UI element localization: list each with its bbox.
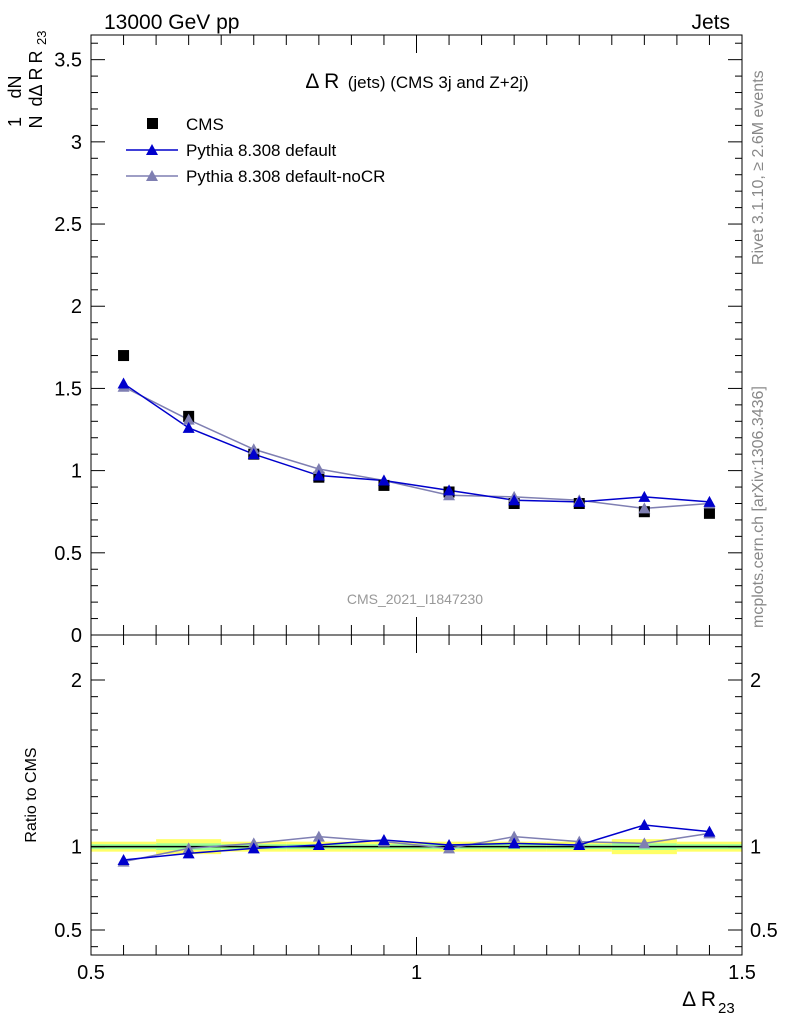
- ratio-point-pythia-nocr: [312, 830, 325, 842]
- main-point-pythia-default: [312, 469, 325, 481]
- main-point-pythia-default: [573, 495, 586, 507]
- legend-marker-cms: [147, 118, 158, 129]
- main-line-pythia-default: [123, 382, 710, 503]
- main-point-pythia-default: [117, 377, 130, 389]
- legend: CMS Pythia 8.308 default Pythia 8.308 de…: [126, 115, 385, 186]
- ratio-point-pythia-nocr: [638, 837, 651, 849]
- ylabel-sub: 23: [34, 31, 49, 45]
- x-axis-label: Δ R: [682, 988, 716, 1011]
- main-point-cms: [118, 350, 130, 362]
- main-data: [117, 350, 716, 519]
- ylabel-n: N: [26, 116, 46, 129]
- ratio-ytick-label-right: 2: [750, 670, 761, 692]
- ratio-point-pythia-default: [247, 842, 260, 854]
- main-point-pythia-nocr: [312, 462, 325, 474]
- ylabel-r: R: [26, 51, 46, 64]
- xlabel-main: Δ R: [682, 988, 716, 1011]
- ratio-point-pythia-default: [377, 834, 390, 845]
- ratio-point-pythia-default: [443, 839, 456, 850]
- ratio-frame: [90, 634, 743, 956]
- ratio-ytick-label: 0.5: [54, 920, 82, 942]
- ratio-ytick-label-right: 0.5: [750, 920, 778, 942]
- analysis-id: CMS_2021_I1847230: [347, 591, 483, 607]
- ratio-data: [117, 819, 716, 867]
- ratio-line-pythia-nocr: [123, 832, 710, 863]
- legend-label-default: Pythia 8.308 default: [186, 141, 337, 160]
- main-point-pythia-default: [508, 494, 521, 506]
- ratio-panel: 0.5 0.5 1 1 2 2 0.5 1 1.5 Ratio to CMS Δ R 23: [23, 634, 778, 1017]
- ratio-point-pythia-nocr: [508, 830, 521, 842]
- ratio-line-pythia-default: [123, 824, 710, 861]
- main-ytick-label: 3: [71, 132, 82, 154]
- main-point-pythia-default: [703, 495, 716, 507]
- ratio-point-pythia-default: [312, 839, 325, 850]
- legend-label-nocr: Pythia 8.308 default-noCR: [186, 167, 385, 186]
- legend-label-cms: CMS: [186, 115, 224, 134]
- title-main: Δ R: [305, 70, 339, 93]
- legend-marker-default: [146, 144, 158, 155]
- main-point-pythia-nocr: [182, 413, 195, 425]
- x-axis-label-sub: 23: [718, 1000, 735, 1017]
- ratio-xtick-label: 0.5: [77, 962, 105, 984]
- ratio-x-ticks: 0.5 1 1.5: [77, 635, 756, 984]
- ratio-ytick-label: 2: [71, 670, 82, 692]
- ylabel-dn: dN: [5, 75, 25, 98]
- main-point-pythia-nocr: [638, 502, 651, 514]
- main-point-pythia-default: [638, 490, 651, 502]
- main-ytick-label: 2: [71, 296, 82, 318]
- main-ylabel: 1 N dN dΔ R R 23: [5, 31, 49, 129]
- ratio-point-pythia-default: [703, 825, 716, 837]
- main-point-pythia-default: [182, 421, 195, 433]
- title-sub: (jets) (CMS 3j and Z+2j): [348, 73, 529, 92]
- ratio-xtick-label: 1.5: [728, 962, 756, 984]
- ratio-y-ticks: 0.5 0.5 1 1 2 2: [54, 646, 778, 948]
- main-ytick-label: 3.5: [54, 50, 82, 72]
- header-energy: 13000 GeV pp: [104, 11, 239, 34]
- chart-title: Δ R (jets) (CMS 3j and Z+2j): [305, 70, 528, 93]
- main-ytick-label: 0.5: [54, 543, 82, 565]
- ratio-point-pythia-default: [508, 837, 521, 849]
- ratio-ytick-label-right: 1: [750, 837, 761, 859]
- main-ytick-label: 1.5: [54, 378, 82, 400]
- main-ytick-label: 0: [71, 625, 82, 647]
- ylabel-one: 1: [5, 117, 25, 127]
- ratio-xtick-label: 1: [411, 962, 422, 984]
- main-point-cms: [703, 507, 715, 519]
- main-line-pythia-nocr: [123, 386, 710, 510]
- ratio-point-pythia-default: [573, 839, 586, 850]
- ratio-point-pythia-default: [117, 854, 130, 865]
- ratio-ylabel: Ratio to CMS: [23, 747, 40, 842]
- ratio-point-pythia-default: [638, 819, 651, 830]
- ratio-point-pythia-default: [182, 847, 195, 859]
- main-point-pythia-default: [443, 484, 456, 496]
- main-ytick-label: 2.5: [54, 214, 82, 236]
- legend-marker-nocr: [146, 170, 158, 181]
- main-point-pythia-default: [377, 474, 390, 486]
- header-jets: Jets: [691, 11, 730, 34]
- rivet-label: Rivet 3.1.10, ≥ 2.6M events: [750, 70, 767, 265]
- main-y-ticks: 0 0.5 1 1.5 2 2.5 3 3.5: [54, 42, 742, 647]
- main-x-ticks: [90, 35, 743, 635]
- mcplots-label: mcplots.cern.ch [arXiv:1306.3436]: [750, 386, 767, 628]
- main-panel: 0 0.5 1 1.5 2 2.5 3 3.5 Δ R (jets) (CMS 3j and …: [5, 31, 743, 647]
- main-ytick-label: 1: [71, 461, 82, 483]
- ylabel-ddr: dΔ R: [26, 67, 46, 106]
- ratio-ytick-label: 1: [71, 837, 82, 859]
- main-point-pythia-default: [247, 448, 260, 460]
